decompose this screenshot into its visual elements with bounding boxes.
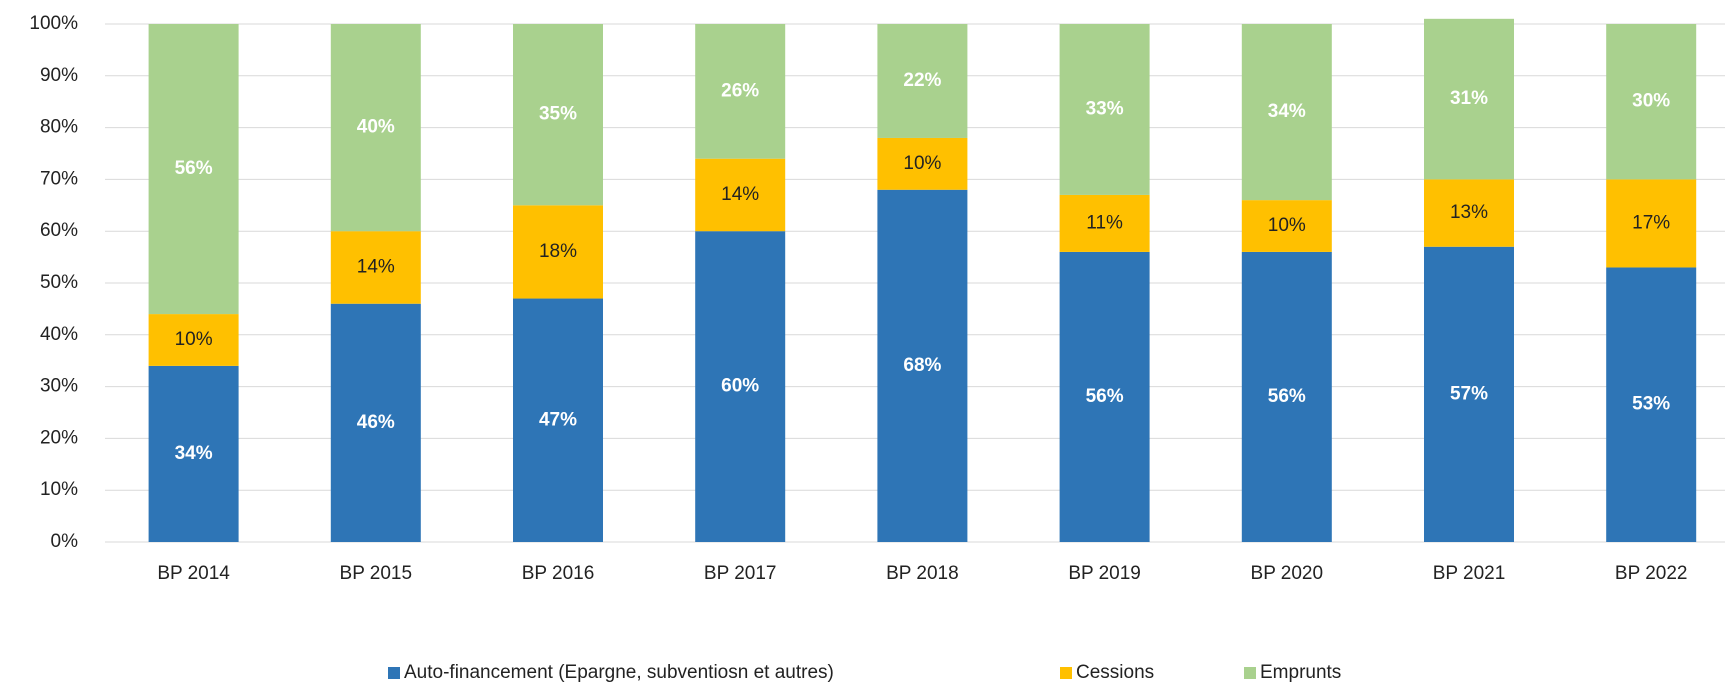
data-label: 34% bbox=[1268, 101, 1306, 122]
data-label: 56% bbox=[1268, 386, 1306, 407]
x-tick-label: BP 2022 bbox=[1615, 563, 1688, 584]
x-tick-label: BP 2020 bbox=[1251, 563, 1324, 584]
bar-segment bbox=[1241, 251, 1332, 543]
y-tick-label: 20% bbox=[40, 427, 78, 448]
data-label: 13% bbox=[1450, 202, 1488, 223]
y-tick-label: 70% bbox=[40, 168, 78, 189]
y-tick-label: 40% bbox=[40, 324, 78, 345]
data-label: 11% bbox=[1086, 212, 1123, 233]
bar-segment bbox=[1241, 24, 1332, 201]
x-tick-label: BP 2021 bbox=[1433, 563, 1506, 584]
x-tick-label: BP 2018 bbox=[886, 563, 959, 584]
legend-label: Emprunts bbox=[1260, 662, 1341, 683]
bar-segment bbox=[1424, 246, 1514, 543]
bar-segment bbox=[877, 189, 968, 542]
bar-segment bbox=[695, 158, 786, 232]
bar-segment bbox=[1241, 200, 1332, 252]
bar-segment bbox=[1059, 194, 1150, 252]
bar-segment bbox=[148, 365, 239, 542]
bar-segment bbox=[513, 298, 603, 542]
bar-segment bbox=[1606, 267, 1697, 542]
data-label: 17% bbox=[1632, 212, 1670, 233]
bar-segment bbox=[695, 231, 786, 542]
bar-segment bbox=[330, 303, 421, 542]
data-label: 10% bbox=[903, 153, 941, 174]
data-label: 30% bbox=[1632, 91, 1670, 112]
bar-segment bbox=[513, 24, 603, 206]
data-label: 46% bbox=[357, 412, 395, 433]
y-tick-label: 80% bbox=[40, 117, 78, 138]
data-label: 56% bbox=[1086, 386, 1124, 407]
y-tick-label: 50% bbox=[40, 272, 78, 293]
data-label: 56% bbox=[175, 158, 213, 179]
bar-segment bbox=[148, 24, 239, 315]
bar-segment bbox=[1424, 179, 1514, 247]
bar-segment bbox=[1424, 18, 1514, 180]
bar-segment bbox=[877, 137, 968, 190]
data-label: 31% bbox=[1450, 88, 1488, 109]
y-tick-label: 100% bbox=[29, 13, 78, 34]
legend-label: Auto-financement (Epargne, subventiosn e… bbox=[404, 662, 834, 683]
x-tick-label: BP 2019 bbox=[1068, 563, 1141, 584]
y-tick-label: 30% bbox=[40, 376, 78, 397]
data-label: 14% bbox=[721, 184, 759, 205]
bar-segment bbox=[1059, 24, 1150, 195]
data-label: 60% bbox=[721, 376, 759, 397]
data-label: 14% bbox=[357, 256, 395, 277]
legend-swatch bbox=[1244, 667, 1256, 679]
bar-segment bbox=[695, 24, 786, 159]
y-tick-label: 0% bbox=[51, 531, 79, 552]
data-label: 18% bbox=[539, 241, 577, 262]
legend-label: Cessions bbox=[1076, 662, 1154, 683]
bar-segment bbox=[877, 24, 968, 138]
data-label: 33% bbox=[1086, 98, 1124, 119]
bar-segment bbox=[513, 205, 603, 299]
x-tick-label: BP 2015 bbox=[340, 563, 413, 584]
x-tick-label: BP 2017 bbox=[704, 563, 777, 584]
legend-swatch bbox=[388, 667, 400, 679]
bar-segment bbox=[1606, 24, 1697, 180]
data-label: 47% bbox=[539, 409, 577, 430]
legend-swatch bbox=[1060, 667, 1072, 679]
x-tick-label: BP 2016 bbox=[522, 563, 595, 584]
data-label: 34% bbox=[175, 443, 213, 464]
bar-segment bbox=[148, 314, 239, 366]
bar-segment bbox=[1059, 251, 1150, 543]
bar-segment bbox=[330, 231, 421, 304]
y-tick-label: 90% bbox=[40, 65, 78, 86]
data-label: 35% bbox=[539, 104, 577, 125]
y-tick-label: 10% bbox=[40, 479, 78, 500]
bar-segment bbox=[1606, 179, 1697, 268]
data-label: 40% bbox=[357, 117, 395, 138]
data-label: 10% bbox=[175, 329, 213, 350]
data-label: 53% bbox=[1632, 394, 1670, 415]
data-label: 68% bbox=[903, 355, 941, 376]
bar-segment bbox=[330, 24, 421, 232]
data-label: 57% bbox=[1450, 383, 1488, 404]
data-label: 10% bbox=[1268, 215, 1306, 236]
x-tick-label: BP 2014 bbox=[157, 563, 230, 584]
data-label: 22% bbox=[903, 70, 941, 91]
y-tick-label: 60% bbox=[40, 220, 78, 241]
data-label: 26% bbox=[721, 80, 759, 101]
